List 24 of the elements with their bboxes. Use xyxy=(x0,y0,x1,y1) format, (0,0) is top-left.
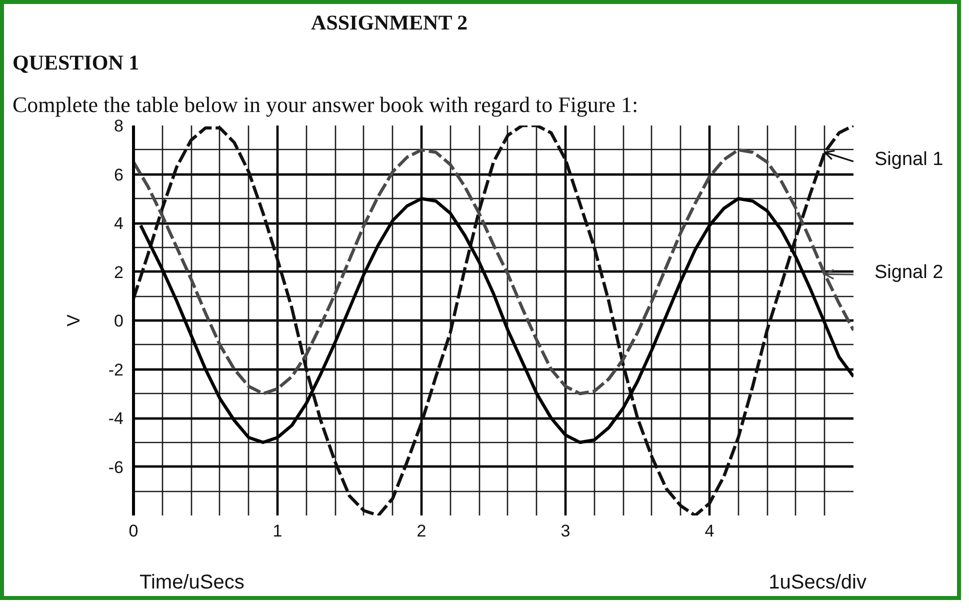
y-tick-label: -2 xyxy=(108,360,124,380)
chart-title: ASSIGNMENT 2 xyxy=(311,10,468,34)
y-tick-label: 8 xyxy=(114,116,124,136)
x-tick-label: 2 xyxy=(416,522,426,540)
line-series xyxy=(134,126,854,516)
y-tick-label: 4 xyxy=(114,214,124,233)
chart-subtitle: QUESTION 1 xyxy=(12,50,140,74)
legend-label: Signal 2 xyxy=(874,262,944,283)
x-tick-label: 0 xyxy=(128,522,138,540)
x-tick-label: 4 xyxy=(704,522,714,540)
y-tick-label: 6 xyxy=(114,165,124,184)
text: 1uSecs/div xyxy=(768,572,867,594)
y-tick-label: -6 xyxy=(108,458,124,477)
y-axis-title: V xyxy=(63,314,84,327)
y-tick-label: 2 xyxy=(114,262,124,282)
y-tick-label: 0 xyxy=(114,312,124,330)
x-tick-label: 1 xyxy=(272,522,282,540)
y-tick-label: -4 xyxy=(108,409,124,428)
legend-label: Signal 1 xyxy=(874,149,944,170)
x-tick-label: 3 xyxy=(560,522,570,540)
text: Complete the table below in your answer book with regard to Figure 1: xyxy=(12,92,638,117)
line-series xyxy=(134,148,854,396)
line-series xyxy=(139,197,854,444)
x-axis-title: Time/uSecs xyxy=(140,572,244,594)
